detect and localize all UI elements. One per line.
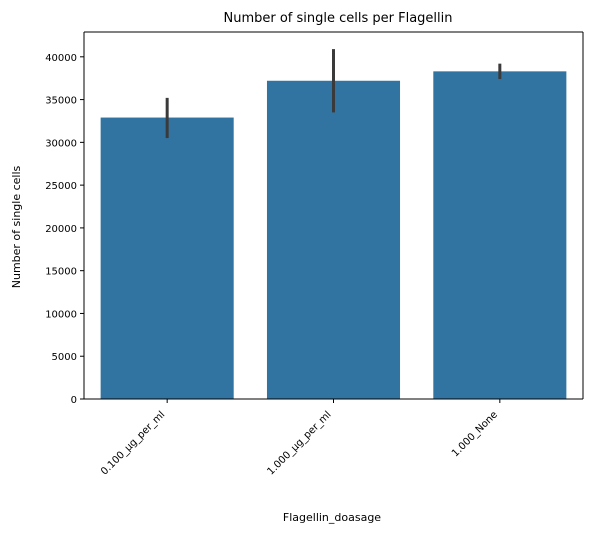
y-tick-label-0: 0 (71, 395, 77, 406)
y-tick-label-4: 20000 (45, 224, 77, 235)
y-tick-label-2: 10000 (45, 309, 77, 320)
chart-title: Number of single cells per Flagellin (223, 11, 452, 26)
y-tick-label-8: 40000 (45, 53, 77, 64)
bar-0 (100, 117, 234, 399)
y-tick-label-3: 15000 (45, 267, 77, 278)
y-tick-label-5: 25000 (45, 181, 77, 192)
x-tick-label-1: 1.000_µg_per_ml (265, 409, 333, 477)
y-tick-label-6: 30000 (45, 138, 77, 149)
y-tick-label-7: 35000 (45, 96, 77, 107)
y-tick-label-1: 5000 (52, 352, 77, 363)
x-tick-label-0: 0.100_µg_per_ml (99, 409, 167, 477)
x-tick-label-2: 1.000_None (450, 409, 500, 459)
bar-1 (266, 80, 401, 399)
bar-2 (433, 71, 567, 399)
x-axis-label: Flagellin_doasage (283, 511, 381, 524)
y-axis-label: Number of single cells (10, 165, 23, 288)
plot-area (100, 49, 567, 399)
